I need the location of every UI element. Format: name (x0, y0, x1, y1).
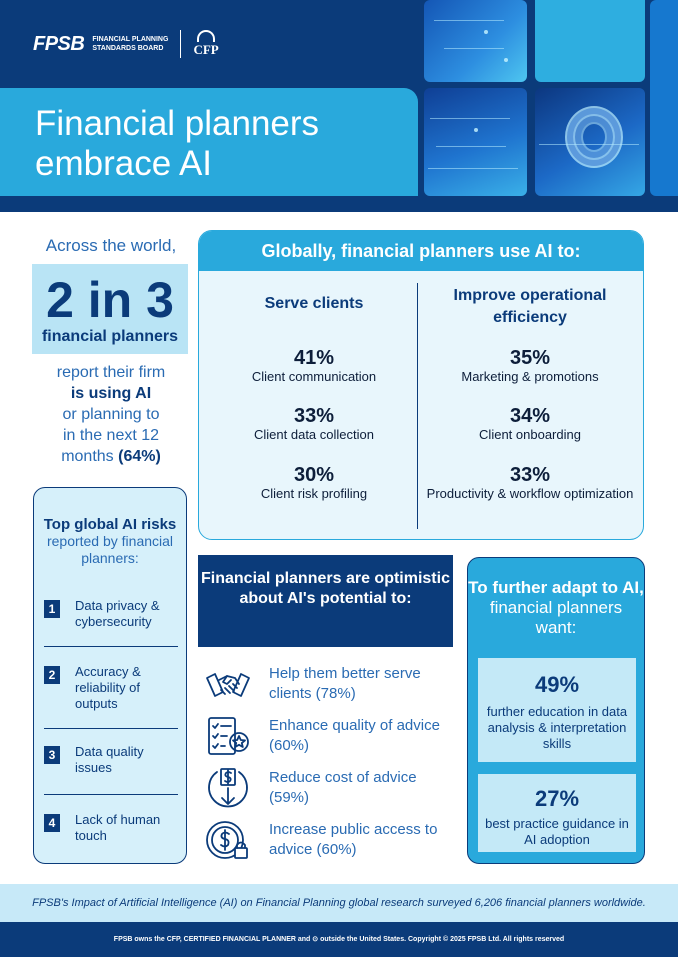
logo-row: FPSB FINANCIAL PLANNING STANDARDS BOARD … (33, 30, 219, 58)
report-line5: months (61, 448, 119, 465)
stat-percent: 34% (509, 405, 551, 427)
cfp-logo-text: CFP (193, 42, 219, 57)
risk-number: 1 (44, 600, 60, 618)
risk-divider (44, 728, 178, 729)
adapt-card: 27% best practice guidance in AI adoptio… (478, 774, 636, 852)
adapt-card: 49% further education in data analysis &… (478, 658, 636, 762)
risk-number: 3 (44, 746, 60, 764)
efficiency-heading: Improve operational efficiency (453, 287, 607, 326)
optimistic-text: Help them better serve clients (78%) (269, 665, 421, 702)
adapt-heading-rest: financial planners want: (489, 598, 623, 637)
adapt-label: further education in data analysis & int… (486, 704, 628, 751)
serve-clients-column: Serve clients (209, 271, 419, 315)
optimistic-text: Increase public access to advice (60%) (269, 821, 438, 858)
report-pct: (64%) (118, 448, 161, 465)
efficiency-column: Improve operational efficiency (425, 271, 635, 329)
risks-title: Top global AI risks (43, 516, 177, 533)
risk-text: Data quality issues (75, 744, 144, 775)
risks-panel: Top global AI risks reported by financia… (33, 487, 187, 864)
risk-item: 3 Data quality issues (44, 744, 180, 776)
adapt-heading-bold: To further adapt to AI, (468, 578, 644, 597)
adapt-label: best practice guidance in AI adoption (485, 816, 629, 847)
global-use-title: Globally, financial planners use AI to: (199, 231, 643, 271)
optimistic-title: Financial planners are optimistic about … (198, 555, 453, 647)
handshake-icon (206, 673, 250, 697)
stat-label: Client communication (251, 369, 377, 384)
risk-number: 2 (44, 666, 60, 684)
risk-item: 4 Lack of human touch (44, 812, 180, 844)
use-stat: 35% Marketing & promotions (425, 347, 635, 385)
risk-divider (44, 794, 178, 795)
logo-divider (180, 30, 182, 58)
cfp-logo: CFP (193, 30, 219, 58)
global-use-panel: Globally, financial planners use AI to: … (198, 230, 644, 540)
headline-stat-sub: financial planners (41, 328, 179, 345)
risk-text: Accuracy & reliability of outputs (75, 664, 141, 711)
report-line1: report their firm (56, 364, 166, 381)
optimistic-item: Increase public access to advice (60%) (205, 818, 460, 862)
tech-image-5 (650, 0, 678, 196)
page-title: Financial planners embrace AI (35, 104, 320, 183)
stat-label: Client data collection (254, 427, 374, 442)
use-stat: 41% Client communication (209, 347, 419, 385)
optimistic-item: Enhance quality of advice (60%) (205, 714, 460, 758)
use-stat: 33% Client data collection (209, 405, 419, 443)
optimistic-item: Reduce cost of advice (59%) (205, 766, 460, 810)
headline-stat: 2 in 3 (46, 272, 174, 328)
tech-image-1 (424, 0, 527, 82)
report-line3: or planning to (62, 406, 160, 423)
optimistic-text: Enhance quality of advice (60%) (269, 717, 440, 754)
fpsb-logo: FPSB (33, 32, 85, 55)
intro-report: report their firm is using AI or plannin… (35, 362, 187, 467)
use-stat: 30% Client risk profiling (209, 464, 419, 502)
risk-divider (44, 646, 178, 647)
tech-image-3 (424, 88, 527, 196)
stat-percent: 41% (293, 347, 335, 369)
stat-percent: 33% (509, 464, 551, 486)
optimistic-item: Help them better serve clients (78%) (205, 662, 460, 706)
stat-label: Marketing & promotions (461, 369, 599, 384)
tech-image-4 (535, 88, 645, 196)
optimistic-text: Reduce cost of advice (59%) (269, 769, 417, 806)
stat-percent: 35% (509, 347, 551, 369)
report-line2: is using AI (70, 385, 152, 402)
risk-text: Data privacy & cybersecurity (75, 598, 160, 629)
stat-label: Client onboarding (479, 427, 581, 442)
tech-image-2 (535, 0, 645, 82)
stat-percent: 30% (293, 464, 335, 486)
adapt-percent: 27% (534, 786, 580, 811)
adapt-heading: To further adapt to AI, financial planne… (468, 578, 644, 638)
risk-item: 1 Data privacy & cybersecurity (44, 598, 180, 630)
cfp-arc-icon (197, 30, 216, 42)
column-divider (417, 283, 418, 529)
research-note: FPSB's Impact of Artificial Intelligence… (0, 884, 678, 922)
stat-label: Productivity & workflow optimization (426, 486, 634, 501)
title-bar (0, 88, 418, 196)
checklist-star-icon (208, 717, 249, 755)
report-line4: in the next 12 (62, 427, 160, 444)
adapt-percent: 49% (534, 672, 580, 697)
serve-clients-heading: Serve clients (264, 295, 364, 312)
fpsb-full-name: FINANCIAL PLANNING STANDARDS BOARD (92, 35, 168, 53)
fpsb-name-line1: FINANCIAL PLANNING (92, 36, 169, 43)
intro-lead: Across the world, (45, 236, 177, 255)
risk-number: 4 (44, 814, 60, 832)
use-stat: 34% Client onboarding (425, 405, 635, 443)
stat-percent: 33% (293, 405, 335, 427)
adapt-panel: To further adapt to AI, financial planne… (467, 557, 645, 864)
dollar-lock-icon (206, 821, 248, 859)
risk-item: 2 Accuracy & reliability of outputs (44, 664, 180, 712)
headline-stat-box: 2 in 3 financial planners (32, 264, 188, 354)
use-stat: 33% Productivity & workflow optimization (425, 464, 635, 502)
stat-label: Client risk profiling (260, 486, 368, 501)
legal-notice: FPSB owns the CFP, CERTIFIED FINANCIAL P… (0, 922, 678, 957)
fpsb-name-line2: STANDARDS BOARD (92, 45, 164, 52)
fingerprint-icon (565, 106, 623, 168)
risks-subtitle: reported by financial planners: (46, 533, 174, 566)
dollar-down-icon (208, 768, 248, 808)
risk-text: Lack of human touch (75, 812, 161, 843)
